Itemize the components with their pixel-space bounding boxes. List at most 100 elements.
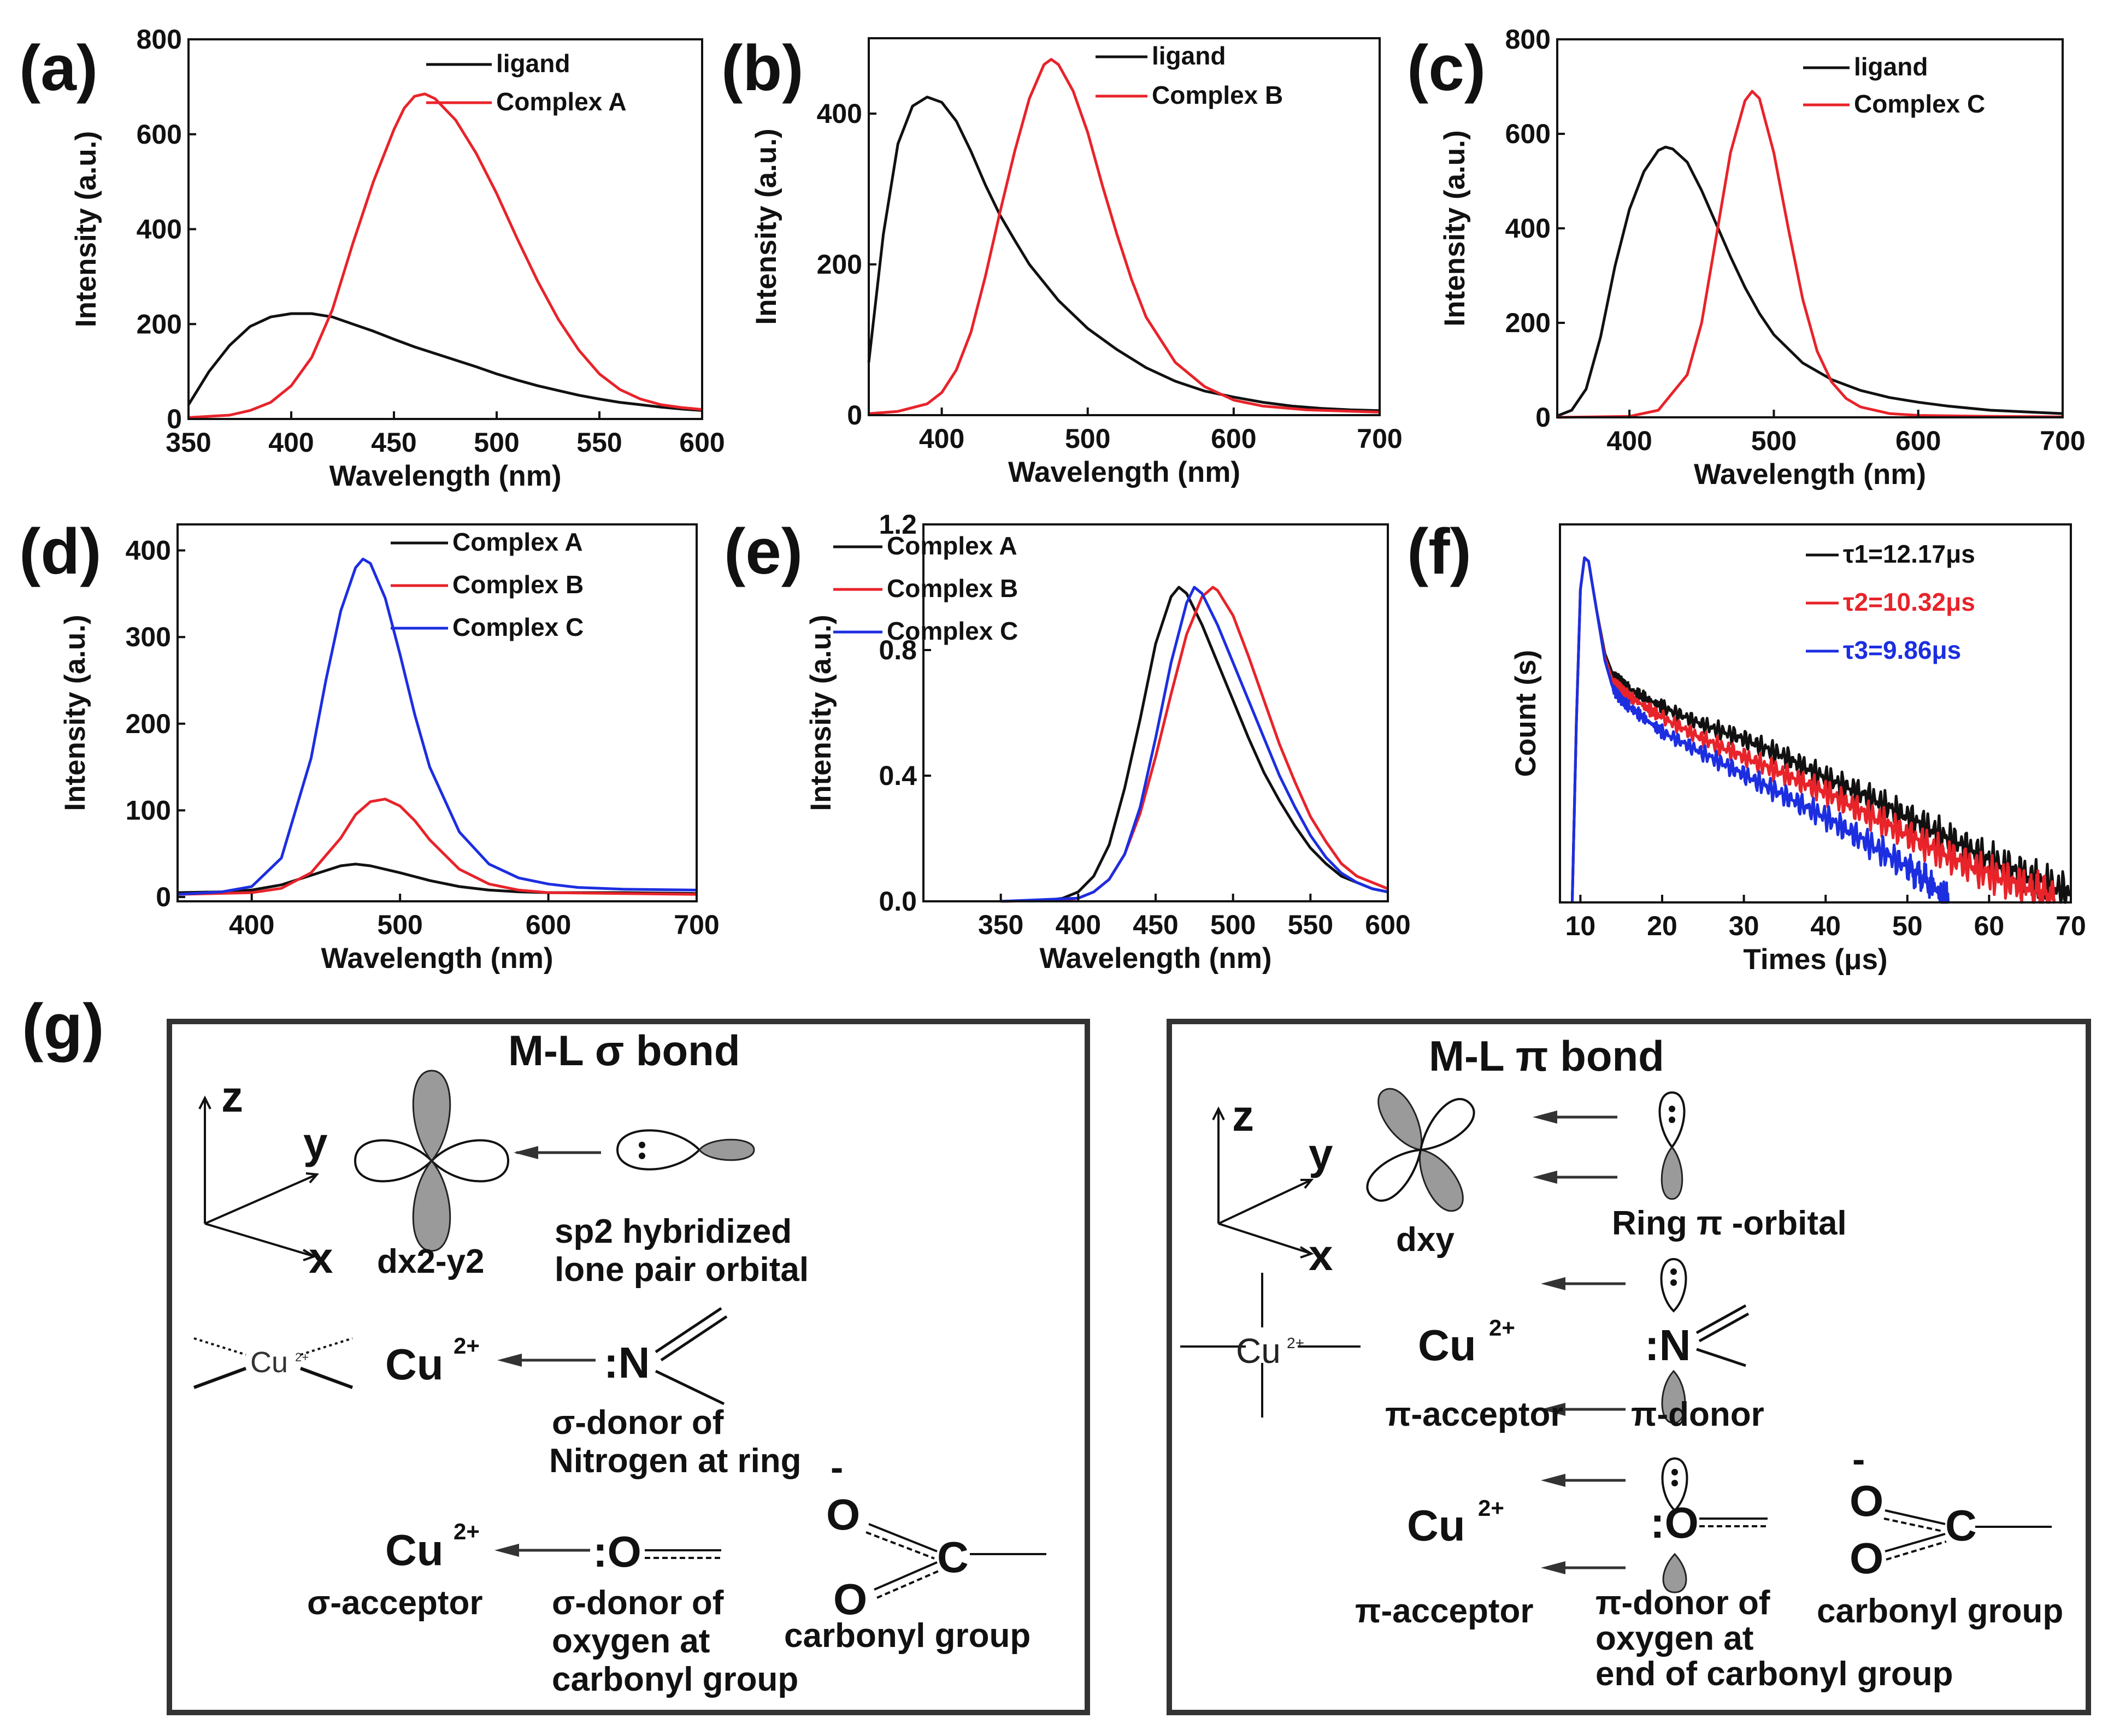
x-tick-label: 500	[1210, 910, 1256, 940]
sigma-acceptor-label: σ-acceptor	[307, 1584, 483, 1622]
y-tick-label: 0	[1535, 402, 1551, 433]
x-tick-label: 60	[1974, 911, 2005, 941]
n-atom-pi: :N	[1645, 1321, 1691, 1369]
panel-letter-b: (b)	[721, 32, 804, 104]
x-tick-label: 70	[2056, 911, 2086, 941]
cu-pi-2: Cu	[1407, 1501, 1465, 1550]
x-tick-label: 450	[371, 427, 416, 458]
x-tick-label: 350	[166, 427, 211, 458]
cu-sigma-2-charge: 2+	[454, 1519, 480, 1544]
legend-label: Complex A	[887, 532, 1017, 560]
x-tick-label: 600	[526, 910, 571, 940]
n-ring-bonds-sigma	[655, 1307, 728, 1406]
pi-n-arrows	[1541, 1277, 1626, 1416]
x-tick-label: 600	[1211, 423, 1256, 454]
cu-pi-2-charge: 2+	[1478, 1495, 1504, 1521]
carboxyl-bonds-pi	[1883, 1509, 2052, 1561]
carboxyl-o-pi: O	[1850, 1534, 1883, 1583]
x-axis-title: Wavelength (nm)	[1694, 458, 1926, 491]
cu-small-sigma: Cu	[250, 1346, 288, 1379]
sigma-bond-box: M-L σ bond z y x dx2-y2	[167, 1019, 1090, 1715]
cu-sigma-2: Cu	[385, 1526, 444, 1574]
sigma-arrowhead-2	[497, 1354, 522, 1367]
sigma-arrowhead-3	[494, 1544, 519, 1557]
y-tick-label: 200	[137, 309, 182, 339]
plot-frame-b	[868, 37, 1381, 416]
o-caption-pi-1: π-donor of	[1595, 1584, 1770, 1622]
o-caption-sigma-2: oxygen at	[552, 1622, 710, 1660]
pi-acceptor-label-2: π-acceptor	[1355, 1592, 1534, 1630]
legend-label: Complex C	[1854, 90, 1985, 118]
y-tick-label: 0	[167, 404, 182, 434]
x-tick-label: 700	[1357, 423, 1402, 454]
o-caption-sigma-1: σ-donor of	[552, 1584, 724, 1622]
chart-panel-b: (b) 400 500 600 700 0 200 400 Wavelength (nm) Int…	[721, 32, 1403, 488]
x-tick-label: 30	[1729, 911, 1759, 941]
x-tick-label: 50	[1892, 911, 1923, 941]
y-tick-label: 1.2	[879, 509, 917, 540]
y-tick-label: 400	[137, 214, 182, 245]
y-tick-label: 400	[126, 535, 171, 566]
y-axis-title: Count (s)	[1510, 650, 1542, 777]
sp2-lone-pair-orbital-icon	[616, 1129, 755, 1171]
x-tick-label: 450	[1133, 910, 1178, 940]
chart-panel-c: (c) 400 500 600 700 0 200 400 600 800 Wavelength (…	[1407, 24, 2086, 491]
x-tick-label: 600	[679, 427, 725, 458]
panel-letter-a: (a)	[19, 32, 98, 104]
series-line-f-2	[1570, 556, 1950, 904]
pi-orbital-dxy-label: dxy	[1396, 1221, 1455, 1259]
plot-frame-c	[1556, 38, 2064, 418]
legend-label: Complex A	[496, 87, 627, 116]
x-tick-label: 10	[1565, 911, 1596, 941]
x-tick-label: 600	[1895, 426, 1941, 456]
x-tick-label: 400	[268, 427, 314, 458]
x-tick-label: 20	[1647, 911, 1677, 941]
legend-label: τ3=9.86μs	[1843, 636, 1961, 664]
y-tick-label: 0.4	[879, 760, 917, 791]
y-tick-label: 0.8	[879, 635, 917, 665]
carboxyl-caption-pi: carbonyl group	[1817, 1592, 2063, 1630]
sigma-axis-z: z	[221, 1072, 243, 1121]
n-ring-bonds-pi	[1695, 1304, 1750, 1367]
carboxyl-o-minus-sigma: O	[826, 1490, 860, 1539]
x-tick-label: 350	[978, 910, 1023, 940]
y-tick-label: 0	[847, 400, 862, 430]
pi-axis-y: y	[1309, 1130, 1333, 1178]
chart-panel-a: (a) 350 400 450 500 550 600 0 200 400 600 800 Wavele…	[19, 24, 725, 492]
x-axis-title: Wavelength (nm)	[1008, 456, 1240, 488]
legend-label: Complex C	[452, 613, 584, 641]
carboxyl-minus-pi: -	[1852, 1438, 1865, 1480]
cu-sigma-1-charge: 2+	[454, 1333, 480, 1359]
series-line-f-1	[1570, 556, 2056, 904]
x-tick-label: 40	[1810, 911, 1841, 941]
carboxyl-c-pi: C	[1945, 1501, 1977, 1550]
chart-panel-f: (f) 10 20 30 40 50 60 70 Times (μs) Count (s) τ1=1…	[1407, 516, 2086, 976]
legend-label: τ1=12.17μs	[1843, 540, 1975, 568]
panel-letter-d: (d)	[19, 516, 102, 588]
y-axis-title: Intensity (a.u.)	[70, 131, 102, 327]
o-bond-pi	[1699, 1517, 1768, 1527]
legend-label: ligand	[1854, 52, 1928, 81]
x-tick-label: 700	[2040, 426, 2085, 456]
x-tick-label: 400	[1606, 426, 1652, 456]
sigma-axes	[198, 1095, 320, 1261]
y-tick-label: 0.0	[879, 886, 917, 917]
x-axis-title: Wavelength (nm)	[321, 942, 554, 975]
carboxyl-c-sigma: C	[937, 1533, 969, 1581]
legend-label: Complex A	[452, 528, 583, 556]
pi-donor-label: π-donor	[1631, 1396, 1764, 1433]
legend-label: Complex B	[1152, 81, 1283, 109]
carboxyl-o-minus-pi: O	[1850, 1477, 1883, 1525]
chart-panel-d: (d) 400 500 600 700 0 100 200 300 400 Wavelength (…	[19, 516, 720, 975]
y-axis-title: Intensity (a.u.)	[805, 615, 837, 811]
x-tick-label: 500	[377, 910, 422, 940]
series-line-e-2	[1000, 586, 1388, 903]
pi-axes	[1212, 1106, 1314, 1259]
y-tick-label: 400	[1505, 213, 1551, 244]
pi-acceptor-label-1: π-acceptor	[1385, 1396, 1564, 1433]
y-tick-label: 200	[817, 249, 862, 280]
n-caption-sigma-1: σ-donor of	[552, 1404, 724, 1442]
plot-frame-d	[176, 523, 698, 902]
series-line-b-0	[867, 96, 1380, 412]
